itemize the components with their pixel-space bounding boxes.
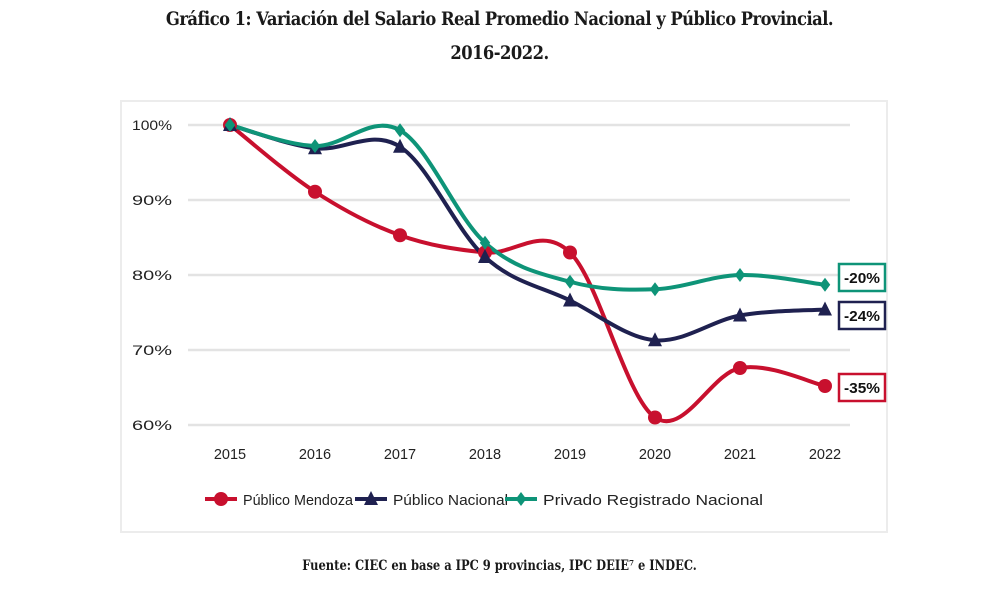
end-label-2: -20%	[837, 262, 887, 293]
data-point	[309, 139, 321, 153]
legend-item-2: Privado Registrado Nacional	[505, 492, 763, 509]
data-point	[224, 118, 236, 132]
data-point	[563, 292, 577, 307]
series-lines	[228, 123, 827, 424]
end-label-text: -24%	[844, 308, 880, 325]
x-tick-label: 2021	[724, 447, 756, 463]
legend-label: Privado Registrado Nacional	[543, 492, 763, 509]
data-point	[478, 249, 492, 263]
data-point	[563, 245, 577, 260]
data-point	[393, 138, 407, 153]
end-label-text: -35%	[844, 380, 880, 397]
legend-marker	[214, 492, 228, 506]
end-label-box	[837, 300, 887, 331]
data-point	[733, 307, 747, 322]
series-line-1	[228, 123, 827, 343]
data-point	[564, 274, 576, 289]
chart-title: Gráfico 1: Variación del Salario Real Pr…	[165, 8, 834, 30]
data-point	[648, 332, 662, 347]
legend-label: Público Mendoza	[243, 492, 354, 509]
y-tick-label: 70%	[132, 342, 172, 358]
series-markers	[223, 117, 832, 425]
x-tick-label: 2016	[299, 447, 331, 463]
x-axis-ticks: 2015 2016 2017 2018 2019 2020 2021 2022	[214, 447, 841, 463]
data-point	[308, 184, 322, 199]
gridlines	[188, 123, 850, 427]
x-tick-label: 2015	[214, 447, 246, 463]
legend-marker	[364, 491, 378, 505]
x-tick-label: 2019	[554, 447, 586, 463]
y-tick-label: 90%	[132, 192, 172, 208]
data-point	[818, 301, 832, 316]
end-label-box	[837, 372, 887, 403]
chart-subtitle: 2016-2022.	[450, 42, 549, 64]
end-label-box	[837, 262, 887, 293]
data-point	[394, 123, 406, 138]
legend-marker	[515, 492, 527, 506]
legend-item-1: Público Nacional	[355, 491, 508, 509]
data-point	[819, 277, 831, 292]
x-tick-label: 2022	[809, 447, 841, 463]
legend-item-0: Público Mendoza	[205, 492, 354, 509]
data-point	[733, 361, 747, 375]
data-point	[734, 268, 746, 282]
end-label-1: -24%	[837, 300, 887, 331]
y-axis-ticks: 100% 90% 80% 70% 60%	[132, 117, 172, 433]
legend: Público Mendoza Público Nacional Privado R…	[205, 491, 763, 509]
series-line-2	[228, 123, 827, 292]
x-tick-label: 2018	[469, 447, 501, 463]
data-point	[818, 379, 832, 393]
data-point	[479, 235, 491, 250]
x-tick-label: 2020	[639, 447, 671, 463]
data-point	[649, 282, 661, 297]
data-point	[648, 410, 662, 425]
x-tick-label: 2017	[384, 447, 416, 463]
y-tick-label: 80%	[132, 267, 172, 283]
source-note: Fuente: CIEC en base a IPC 9 provincias,…	[302, 558, 697, 574]
end-labels: -35% -24% -20%	[837, 262, 887, 403]
y-tick-label: 100%	[132, 117, 172, 133]
legend-label: Público Nacional	[393, 492, 508, 509]
y-tick-label: 60%	[132, 417, 172, 433]
data-point	[393, 228, 407, 243]
chart-frame	[120, 100, 888, 533]
series-line-0	[228, 123, 827, 424]
end-label-text: -20%	[844, 270, 880, 287]
end-label-0: -35%	[837, 372, 887, 403]
